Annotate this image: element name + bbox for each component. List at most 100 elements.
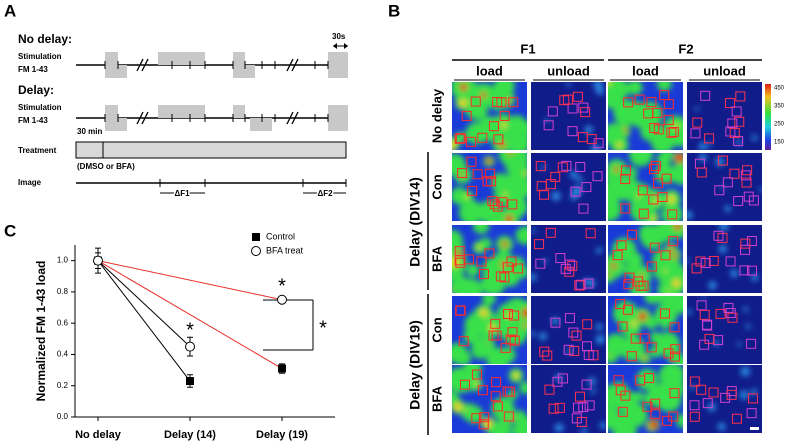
roi-box xyxy=(502,262,513,273)
blob xyxy=(566,82,571,87)
roi-box xyxy=(534,239,545,250)
image-background xyxy=(687,365,762,433)
roi-box xyxy=(575,162,586,173)
hot-spot xyxy=(522,323,527,328)
roi-box xyxy=(567,260,578,271)
roi-box xyxy=(739,265,750,276)
roi-box xyxy=(507,327,518,338)
roi-box xyxy=(715,308,726,319)
roi-box xyxy=(650,161,661,172)
roi-box xyxy=(495,271,506,282)
blob xyxy=(751,273,759,282)
blob xyxy=(576,176,583,183)
hot-spot xyxy=(613,166,620,173)
blob xyxy=(551,317,559,325)
roi-box xyxy=(702,320,713,331)
roi-box xyxy=(704,133,715,144)
roi-box xyxy=(457,168,468,179)
scale-bar xyxy=(750,427,759,430)
blob xyxy=(745,323,751,329)
micrograph xyxy=(452,153,527,221)
roi-box xyxy=(633,276,644,287)
row-label: Stimulation xyxy=(18,52,62,61)
hot-spot xyxy=(667,195,676,204)
roi-box xyxy=(559,95,570,106)
roi-box xyxy=(571,413,582,424)
roi-box xyxy=(746,408,757,419)
roi-box xyxy=(535,161,546,172)
blob xyxy=(452,82,477,101)
roi-box xyxy=(740,244,751,255)
blob xyxy=(498,208,520,221)
roi-box xyxy=(484,168,495,179)
blob xyxy=(653,225,674,243)
y-tick-label: 0.2 xyxy=(57,381,69,390)
x-tick-label: Delay (14) xyxy=(164,429,216,441)
image-background xyxy=(687,225,762,293)
blob xyxy=(694,106,699,112)
roi-box xyxy=(582,319,593,330)
treatment-note: (DMSO or BFA) xyxy=(77,162,135,171)
micrograph xyxy=(687,225,762,293)
blob xyxy=(717,422,726,431)
roi-box xyxy=(740,238,751,249)
roi-box xyxy=(666,127,677,138)
roi-box xyxy=(648,194,659,205)
protocol-diagram: No delay: Stimulation FM 1-43 30s Delay:… xyxy=(18,32,348,200)
marker xyxy=(185,341,195,352)
stim-block xyxy=(328,52,348,65)
x-tick-label: Delay (19) xyxy=(256,429,308,441)
micrograph xyxy=(687,153,762,221)
roi-box xyxy=(454,133,465,144)
roi-box xyxy=(667,209,678,220)
roi-box xyxy=(492,401,503,412)
roi-box xyxy=(700,258,711,269)
roi-box xyxy=(539,189,550,200)
roi-box xyxy=(746,338,757,349)
roi-box xyxy=(466,156,477,167)
blob xyxy=(627,82,643,96)
roi-box xyxy=(467,185,478,196)
roi-box xyxy=(513,263,524,274)
roi-box xyxy=(649,242,660,253)
roi-box xyxy=(569,345,580,356)
section-title: Delay: xyxy=(18,83,54,97)
roi-box xyxy=(616,240,627,251)
roi-box xyxy=(623,279,634,290)
roi-box xyxy=(478,268,489,279)
micrograph xyxy=(531,225,606,293)
roi-box xyxy=(696,167,707,178)
roi-box xyxy=(564,266,575,277)
break-mark xyxy=(291,58,299,72)
roi-box xyxy=(696,384,707,395)
roi-box xyxy=(731,413,742,424)
roi-box xyxy=(689,376,700,387)
colorbar-label: 250 xyxy=(774,122,785,128)
roi-box xyxy=(499,272,510,283)
blob xyxy=(633,391,644,402)
break-mark xyxy=(286,58,294,72)
roi-box xyxy=(575,279,586,290)
break-mark xyxy=(141,58,149,72)
intensity-map xyxy=(687,153,762,220)
y-tick-label: 1.0 xyxy=(57,256,69,265)
group-header: F1 xyxy=(520,41,535,56)
panel-label: C xyxy=(4,221,16,240)
blob xyxy=(736,140,742,146)
marker xyxy=(93,255,103,266)
roi-box xyxy=(748,195,759,206)
hot-spot xyxy=(512,372,520,379)
blob xyxy=(531,228,536,233)
blob xyxy=(464,313,488,337)
row-group-label: Delay (DIV14) xyxy=(407,177,423,266)
roi-box xyxy=(509,310,520,321)
roi-box xyxy=(663,348,674,359)
micrograph xyxy=(687,82,762,150)
blob xyxy=(595,323,603,331)
blob xyxy=(698,153,707,162)
roi-box xyxy=(743,191,754,202)
blob xyxy=(656,82,672,92)
blob xyxy=(588,377,596,386)
y-axis-title: Normalized FM 1-43 load xyxy=(34,261,48,402)
